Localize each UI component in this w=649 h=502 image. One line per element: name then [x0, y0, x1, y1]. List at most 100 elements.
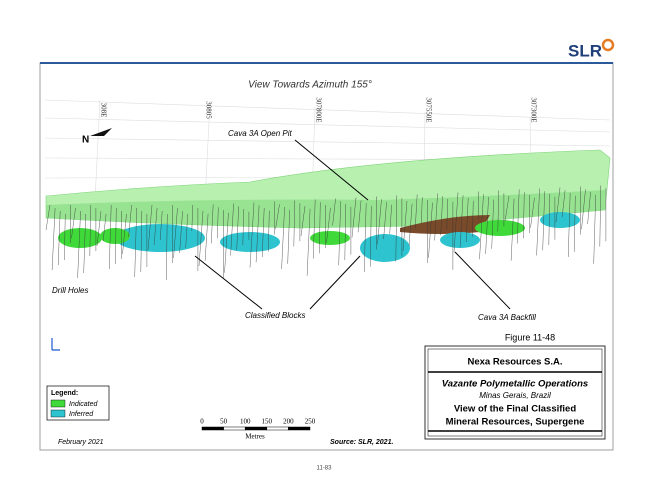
scale-segment [244, 426, 268, 431]
drill-hole [389, 204, 392, 234]
drill-hole [344, 203, 346, 261]
drill-hole [255, 205, 260, 263]
project: Vazante Polymetallic Operations [442, 379, 588, 390]
drill-hole [593, 194, 596, 264]
annotation: Cava 3A Backfill [478, 313, 536, 322]
drill-hole [128, 204, 132, 238]
drill-hole [332, 198, 336, 226]
drill-hole [58, 210, 61, 266]
scale-label: 0 [200, 418, 204, 426]
drill-hole [485, 196, 489, 255]
drill-hole [504, 195, 510, 222]
coordinate-label: 307550E [424, 97, 432, 122]
drill-hole [83, 213, 86, 274]
drill-hole [306, 208, 311, 276]
drill-hole [415, 194, 418, 229]
source: Source: SLR, 2021. [330, 439, 393, 446]
drill-hole [377, 199, 382, 245]
drill-hole [555, 187, 561, 223]
caption-title: View of the Final Classified [454, 404, 576, 415]
drill-hole [140, 210, 142, 273]
drill-hole [224, 212, 229, 273]
drill-hole [599, 185, 601, 247]
drill-hole [561, 190, 566, 218]
drill-hole [548, 193, 550, 246]
drill-hole [236, 206, 239, 251]
drill-hole [173, 207, 178, 259]
inferred-blocks [115, 212, 580, 262]
drill-hole [230, 203, 234, 256]
drill-hole [293, 200, 295, 247]
drill-hole [472, 200, 474, 237]
leader [294, 139, 369, 201]
coordinate-label: 307300E [529, 97, 537, 122]
drill-hole [211, 204, 214, 244]
caption-box [424, 345, 606, 440]
north-arrow [90, 128, 112, 136]
backfill [400, 215, 490, 234]
drill-hole [134, 207, 137, 278]
legend-title: Legend: [51, 390, 78, 397]
drill-hole [51, 207, 56, 271]
drill-hole [262, 207, 265, 258]
drill-hole [536, 188, 540, 256]
drill-hole [71, 207, 76, 239]
drill-hole [326, 207, 331, 243]
scale-segment [223, 426, 246, 431]
drill-hole [198, 210, 204, 267]
annotation: Drill Holes [52, 286, 88, 295]
annotation: Classified Blocks [245, 311, 305, 320]
drill-hole [581, 189, 586, 230]
drill-hole [275, 204, 280, 230]
scale-segment [201, 426, 224, 431]
scale-label: 150 [262, 418, 273, 426]
drill-hole [179, 210, 183, 254]
logo: SLR [568, 41, 602, 60]
drill-hole [587, 191, 591, 225]
drill-hole [281, 206, 285, 270]
drill-holes [45, 185, 607, 281]
scale-label: 250 [305, 418, 316, 426]
grid [44, 99, 611, 201]
drill-hole [466, 197, 469, 243]
drill-hole [109, 204, 112, 270]
page-number: 11-83 [317, 466, 333, 472]
drill-hole [421, 197, 423, 224]
figure-number: Figure 11-48 [505, 332, 555, 342]
drill-hole [89, 204, 91, 257]
axis-triad [51, 338, 60, 351]
figure-title: View Towards Azimuth 155° [248, 80, 372, 91]
coordinate-label: 30805 [204, 101, 212, 119]
drill-hole [446, 198, 448, 231]
scale-segment [288, 426, 311, 431]
drill-hole [115, 207, 117, 265]
caption-inner [427, 348, 603, 437]
scale-label: 100 [240, 418, 251, 426]
drill-hole [542, 191, 545, 251]
drill-hole [459, 195, 464, 248]
drill-hole [440, 196, 443, 236]
caption-title: Mineral Resources, Supergene [446, 417, 585, 428]
drill-hole [77, 210, 81, 279]
drill-hole [530, 197, 535, 228]
drill-hole [204, 213, 209, 261]
scale-label: 50 [220, 418, 228, 426]
legend-swatch [50, 399, 66, 408]
drill-hole [122, 213, 127, 255]
drill-hole [338, 201, 341, 266]
scale-label: 200 [283, 418, 294, 426]
drill-hole [395, 195, 397, 262]
drill-hole [185, 213, 188, 249]
drill-hole [300, 205, 306, 237]
logo-mark [601, 38, 615, 52]
drill-hole [523, 192, 525, 239]
drill-hole [319, 202, 321, 254]
location: Minas Gerais, Brazil [479, 391, 551, 400]
annotation: Cava 3A Open Pit [228, 129, 293, 138]
drill-hole [242, 208, 244, 246]
drill-hole [428, 202, 433, 258]
drill-hole [364, 202, 367, 273]
drill-hole [517, 189, 520, 244]
drill-hole [402, 200, 408, 252]
